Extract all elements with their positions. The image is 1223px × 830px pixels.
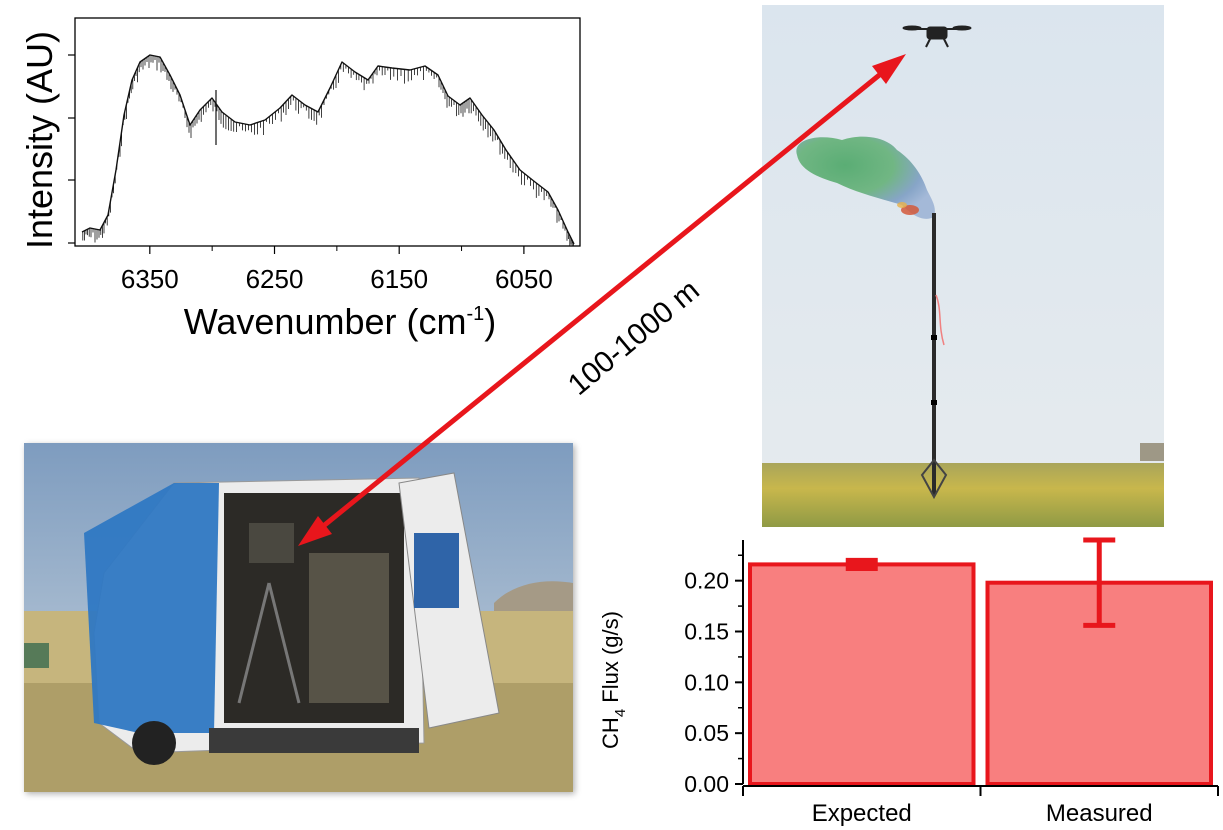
bar-x-tick-label: Expected <box>812 800 912 827</box>
spectrum-frame <box>74 17 581 247</box>
spectrum-y-ticks <box>68 54 75 244</box>
methane-plume <box>796 136 935 219</box>
bar-y-tick-label: 0.10 <box>684 669 729 695</box>
arrowhead-top <box>872 54 906 84</box>
bar-y-tick-label: 0.05 <box>684 720 729 746</box>
drone-icon <box>902 25 972 48</box>
bar-y-tick-label: 0.20 <box>684 568 729 594</box>
spectrum-x-tick-label: 6350 <box>121 264 179 294</box>
distance-label: 100-1000 m <box>562 274 706 402</box>
bar-y-tick-label: 0.00 <box>684 771 729 797</box>
spectrum-x-tick-label: 6050 <box>495 264 553 294</box>
field-photo <box>762 5 1164 527</box>
sampling-mast <box>920 213 948 500</box>
spectrum-x-label: Wavenumber (cm-1) <box>184 301 497 342</box>
spectrum-chart: 6350 6250 6150 6050 Intensity (AU) Wavenumb… <box>19 17 581 342</box>
bar-y-axis: 0.00 0.05 0.10 0.15 0.20 <box>684 540 744 797</box>
spectrum-y-label: Intensity (AU) <box>19 31 60 249</box>
bar-y-label: CH4 Flux (g/s) <box>598 611 629 749</box>
bar-x-axis: Expected Measured <box>742 785 1219 827</box>
spectrum-x-tick-label: 6250 <box>246 264 304 294</box>
bar-expected <box>748 562 976 787</box>
arrowhead-bottom <box>298 516 332 546</box>
bar-y-tick-label: 0.15 <box>684 619 729 645</box>
spectrum-x-ticks: 6350 6250 6150 6050 <box>121 246 553 294</box>
spectrum-absorption-lines <box>82 55 574 246</box>
flux-bar-chart: 0.00 0.05 0.10 0.15 0.20 Expected Measured CH… <box>598 537 1219 827</box>
bar-series <box>748 537 1213 787</box>
spectrum-x-tick-label: 6150 <box>370 264 428 294</box>
bar-x-tick-label: Measured <box>1046 800 1153 827</box>
